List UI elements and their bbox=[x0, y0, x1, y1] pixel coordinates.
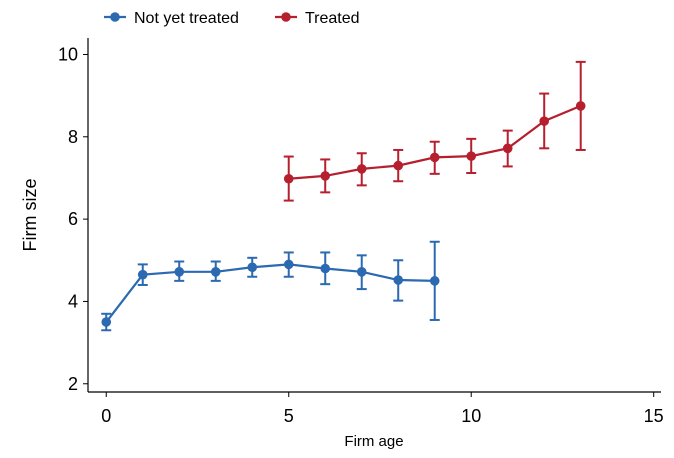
legend-item-1: Treated bbox=[275, 10, 360, 27]
data-point bbox=[174, 267, 185, 277]
x-tick-label: 10 bbox=[461, 406, 481, 426]
data-point bbox=[393, 160, 404, 171]
data-point bbox=[539, 116, 550, 126]
data-point bbox=[101, 317, 112, 327]
y-tick-label: 2 bbox=[68, 374, 78, 394]
y-axis-label: Firm size bbox=[20, 179, 40, 252]
data-point bbox=[429, 276, 440, 286]
ticks: 0 5 10 15 2 4 6 8 10 bbox=[58, 44, 664, 426]
data-point bbox=[575, 101, 586, 111]
data-point bbox=[210, 267, 221, 277]
plot-area bbox=[101, 60, 586, 332]
data-point bbox=[502, 143, 513, 154]
legend-label: Not yet treated bbox=[134, 10, 239, 27]
data-point bbox=[429, 152, 440, 163]
data-point bbox=[283, 259, 294, 270]
data-point bbox=[393, 275, 404, 285]
series-line bbox=[105, 263, 435, 323]
legend: Not yet treated Treated bbox=[104, 10, 360, 27]
data-point bbox=[356, 267, 367, 277]
data-point bbox=[247, 262, 258, 273]
data-point bbox=[320, 171, 331, 181]
legend-item-0: Not yet treated bbox=[104, 10, 239, 27]
axes bbox=[87, 38, 661, 393]
y-tick-label: 6 bbox=[68, 209, 78, 229]
y-tick-label: 8 bbox=[68, 127, 78, 147]
data-point bbox=[466, 151, 477, 161]
series-1 bbox=[283, 60, 586, 202]
x-tick-label: 15 bbox=[644, 406, 664, 426]
legend-label: Treated bbox=[305, 10, 360, 27]
x-tick-label: 0 bbox=[101, 406, 111, 426]
y-tick-label: 10 bbox=[58, 44, 78, 64]
series-0 bbox=[101, 240, 440, 332]
data-point bbox=[137, 269, 148, 280]
y-tick-label: 4 bbox=[68, 291, 78, 311]
x-axis-label: Firm age bbox=[344, 433, 403, 450]
x-tick-label: 5 bbox=[284, 406, 294, 426]
data-point bbox=[283, 173, 294, 184]
data-point bbox=[320, 263, 331, 274]
data-point bbox=[356, 164, 367, 174]
legend-marker bbox=[110, 12, 120, 22]
legend-marker bbox=[281, 12, 291, 22]
